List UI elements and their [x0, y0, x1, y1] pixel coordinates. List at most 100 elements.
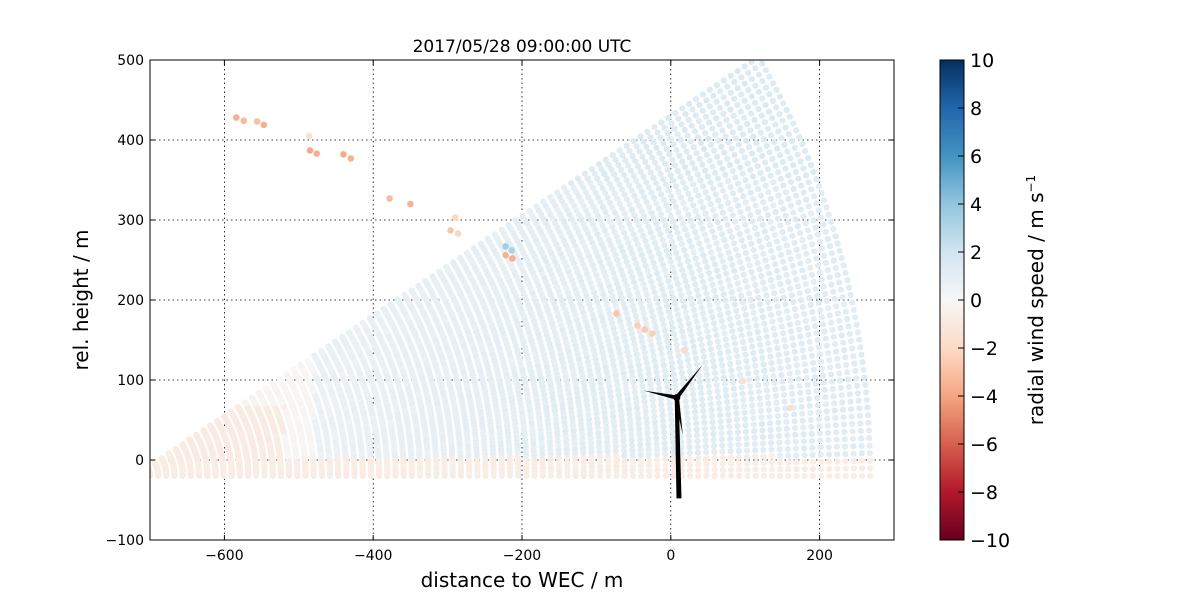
scan-point	[613, 280, 621, 287]
scan-point	[758, 244, 765, 251]
scan-point	[801, 452, 808, 459]
scan-point	[621, 447, 628, 454]
scan-point	[720, 368, 727, 375]
scan-point	[605, 378, 612, 385]
scan-point	[736, 460, 743, 467]
scan-point	[740, 193, 747, 200]
scan-point	[640, 388, 647, 395]
scan-point	[752, 179, 759, 186]
scan-point	[807, 409, 814, 416]
scan-point	[818, 214, 825, 221]
scan-point	[804, 288, 811, 295]
scan-point	[784, 357, 791, 364]
scan-point	[725, 200, 732, 207]
scan-point	[653, 445, 660, 453]
scan-point	[640, 281, 647, 288]
scan-point	[726, 429, 733, 436]
scan-point	[758, 112, 765, 119]
scan-point	[820, 283, 827, 290]
scan-point	[867, 457, 874, 464]
scan-point	[715, 137, 722, 144]
scan-point	[692, 208, 699, 215]
scan-point	[679, 328, 686, 335]
scan-point	[692, 414, 699, 421]
scan-point	[780, 205, 787, 212]
scan-point	[775, 245, 783, 252]
scan-point	[855, 397, 862, 404]
scan-point	[651, 289, 658, 296]
scan-point	[723, 342, 731, 349]
scan-point	[682, 252, 690, 259]
scan-point	[810, 316, 817, 323]
scan-point	[775, 351, 782, 358]
scan-point	[555, 442, 562, 449]
scan-point	[727, 184, 734, 191]
scan-point	[810, 193, 818, 200]
scan-point	[604, 305, 612, 312]
scan-point	[758, 414, 765, 421]
scan-point	[733, 410, 740, 417]
scan-point	[702, 189, 709, 196]
scan-point	[785, 195, 792, 203]
scan-point	[588, 454, 595, 461]
scan-point	[742, 176, 749, 184]
scan-point	[766, 305, 773, 312]
scan-point	[675, 188, 682, 195]
scan-point	[720, 324, 727, 331]
scan-point	[812, 224, 819, 231]
scan-point	[628, 330, 636, 337]
scan-point	[805, 154, 812, 162]
scan-point	[816, 238, 824, 245]
scan-point	[603, 428, 610, 436]
scan-point	[714, 338, 721, 345]
scan-point	[629, 462, 636, 469]
scan-point	[657, 256, 665, 263]
scan-point	[742, 351, 749, 358]
scan-point	[757, 301, 764, 308]
scan-point	[830, 393, 837, 400]
scan-point	[825, 444, 832, 451]
scan-point	[711, 460, 718, 468]
scan-point	[680, 246, 688, 253]
scan-point	[809, 465, 817, 473]
scan-point	[706, 340, 713, 347]
scan-point	[793, 127, 800, 134]
scan-point	[682, 309, 690, 316]
scan-point	[853, 375, 860, 382]
scan-point	[560, 414, 568, 422]
scan-point	[687, 138, 694, 145]
scan-point	[561, 423, 569, 430]
scan-point	[737, 108, 744, 115]
scan-point	[633, 399, 640, 406]
scan-point	[647, 169, 654, 176]
scan-point	[702, 129, 709, 136]
scan-point	[842, 450, 849, 457]
scan-point	[842, 465, 849, 472]
scan-point	[666, 349, 673, 356]
scan-point	[854, 329, 862, 336]
scan-point	[774, 215, 782, 222]
scan-point	[727, 454, 734, 461]
scan-point	[754, 163, 761, 170]
scan-point	[677, 322, 684, 330]
scan-point	[798, 182, 805, 189]
scan-point	[645, 451, 652, 458]
scan-point	[616, 350, 623, 357]
scan-point	[740, 243, 748, 250]
scan-point	[823, 204, 830, 211]
scan-point	[822, 335, 829, 342]
scan-point	[732, 196, 739, 203]
scan-point	[805, 388, 812, 396]
scan-point	[759, 314, 767, 321]
scan-point	[791, 418, 798, 425]
scan-point	[784, 432, 791, 439]
scan-point	[672, 382, 679, 389]
scan-point	[647, 381, 654, 388]
scan-point	[620, 370, 627, 377]
scan-point	[776, 111, 783, 118]
scan-point	[764, 212, 772, 219]
scan-point	[612, 443, 619, 450]
scan-point	[674, 229, 681, 236]
scan-point	[817, 458, 825, 465]
scan-point	[684, 258, 692, 265]
